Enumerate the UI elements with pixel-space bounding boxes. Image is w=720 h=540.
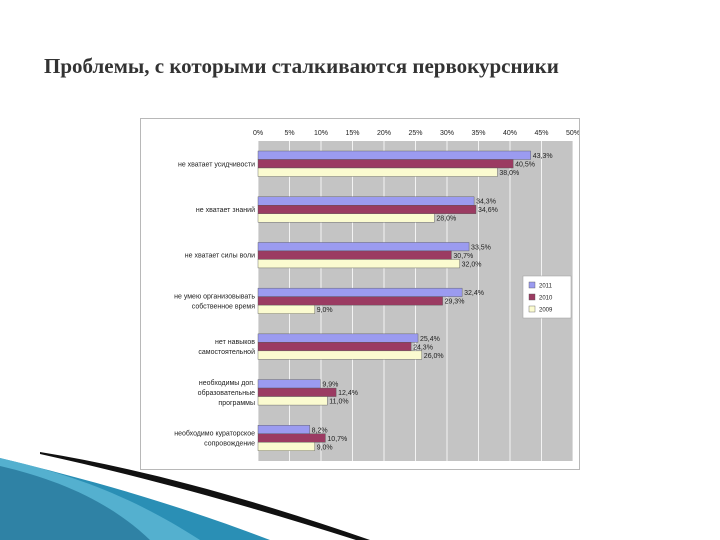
data-label: 34,3% <box>476 199 496 206</box>
data-label: 25,4% <box>420 336 440 343</box>
x-tick-label: 10% <box>314 130 328 137</box>
legend-swatch <box>528 293 536 301</box>
data-label: 26,0% <box>424 353 444 360</box>
category-label: не хватает знаний <box>196 206 255 214</box>
data-label: 11,0% <box>329 399 348 406</box>
bar-2009 <box>257 350 423 360</box>
bar-chart: 0% 5% 10% 15% 20% 25% 30% 35% 40% 45% 50% 43,3% 40,… <box>174 130 580 461</box>
data-label: 43,3% <box>533 153 553 160</box>
bar-2010 <box>257 250 452 260</box>
data-label: 40,5% <box>515 162 535 169</box>
data-label: 28,0% <box>436 216 456 223</box>
category-label: образовательные <box>198 389 255 397</box>
category-label: программы <box>218 400 255 407</box>
data-label: 33,5% <box>471 244 491 251</box>
bar-2009 <box>257 396 328 406</box>
bar-2011 <box>257 287 463 297</box>
data-label: 38,0% <box>499 170 519 177</box>
x-tick-label: 15% <box>345 130 359 137</box>
x-tick-label: 40% <box>503 130 517 137</box>
data-label: 32,0% <box>462 261 482 268</box>
category-label: самостоятельной <box>198 348 255 356</box>
x-tick-label: 20% <box>377 130 391 137</box>
data-label: 34,6% <box>478 207 498 214</box>
x-tick-label: 5% <box>284 130 294 137</box>
x-tick-label: 50% <box>566 130 579 137</box>
bar-2009 <box>257 167 498 177</box>
bar-2010 <box>257 342 412 352</box>
data-label: 9,0% <box>317 444 333 451</box>
bar-2011 <box>257 242 470 252</box>
category-label: собственное время <box>192 302 255 310</box>
category-label: необходимы доп. <box>199 379 255 387</box>
data-label: 8,2% <box>312 427 328 434</box>
category-label: нет навыков <box>215 339 255 346</box>
x-tick-label: 0% <box>253 130 263 137</box>
data-label: 9,0% <box>317 307 333 314</box>
slide-title: Проблемы, с которыми сталкиваются первок… <box>44 54 559 78</box>
value-labels: 43,3% 40,5%38,0% 34,3%34,6% 28,0% 33,5% 30,7%… <box>312 153 553 451</box>
legend-label: 2010 <box>539 296 553 302</box>
data-label: 29,3% <box>445 299 465 306</box>
bar-2009 <box>257 259 460 269</box>
category-label: необходимо кураторское <box>174 430 255 438</box>
bar-2009 <box>257 442 315 451</box>
x-tick-label: 25% <box>408 130 422 137</box>
legend: 2011 2010 2009 <box>522 275 572 319</box>
bar-2009 <box>257 213 435 223</box>
x-tick-label: 45% <box>534 130 548 137</box>
bars <box>257 150 531 451</box>
data-label: 24,3% <box>413 344 433 351</box>
chart-frame: 0% 5% 10% 15% 20% 25% 30% 35% 40% 45% 50% 43,3% 40,… <box>140 118 580 470</box>
bar-2011 <box>257 150 531 160</box>
category-label: не хватает усидчивости <box>178 161 255 168</box>
category-label: сопровождение <box>204 441 255 448</box>
bar-2011 <box>257 425 310 434</box>
bar-2010 <box>257 159 514 169</box>
data-label: 9,9% <box>322 382 338 389</box>
bar-2011 <box>257 333 419 343</box>
decorative-swoosh <box>0 452 370 540</box>
bar-2010 <box>257 205 477 214</box>
category-label: не хватает силы воли <box>185 253 255 260</box>
x-tick-label: 30% <box>440 130 454 137</box>
bar-2010 <box>257 387 337 397</box>
bar-2010 <box>257 296 443 306</box>
x-tick-label: 35% <box>471 130 485 137</box>
bar-2011 <box>257 379 321 389</box>
category-label: не умею организовывать <box>174 293 255 300</box>
category-labels: не хватает усидчивости не хватает знаний н… <box>174 161 255 447</box>
bar-2009 <box>257 304 315 314</box>
data-label: 30,7% <box>453 253 473 260</box>
legend-label: 2011 <box>539 284 553 290</box>
x-axis-ticks: 0% 5% 10% 15% 20% 25% 30% 35% 40% 45% 50% <box>253 130 580 137</box>
legend-swatch <box>528 281 536 289</box>
legend-swatch <box>528 305 536 313</box>
data-label: 32,4% <box>464 290 484 297</box>
data-label: 10,7% <box>327 436 347 443</box>
bar-2011 <box>257 196 475 206</box>
legend-label: 2009 <box>539 308 553 314</box>
data-label: 12,4% <box>338 390 358 397</box>
